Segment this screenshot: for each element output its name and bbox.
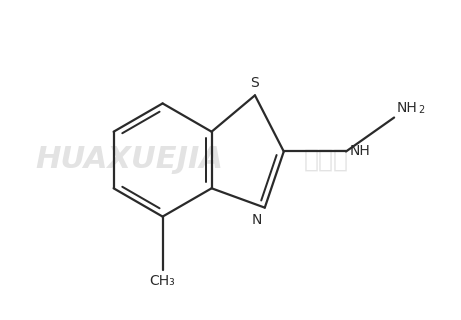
Text: HUAXUEJIA: HUAXUEJIA <box>35 146 223 174</box>
Text: NH: NH <box>396 101 417 115</box>
Text: NH: NH <box>349 145 370 158</box>
Text: N: N <box>252 213 262 227</box>
Text: S: S <box>251 76 260 90</box>
Text: CH₃: CH₃ <box>150 274 176 288</box>
Text: 化学加: 化学加 <box>304 148 349 172</box>
Text: 2: 2 <box>418 105 424 115</box>
